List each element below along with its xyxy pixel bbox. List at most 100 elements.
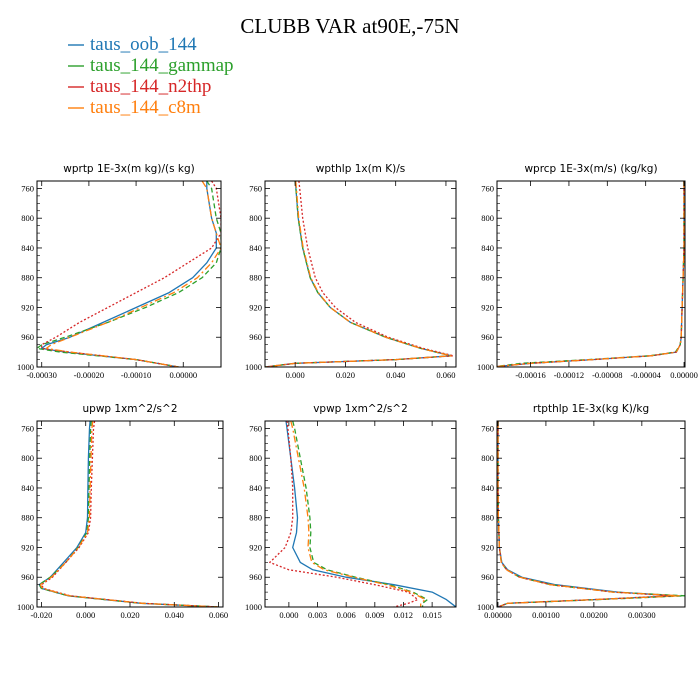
series-line bbox=[497, 421, 677, 607]
panel-title: wprtp 1E-3x(m kg)/(s kg) bbox=[63, 163, 194, 175]
x-tick-label: 0.040 bbox=[165, 610, 184, 620]
y-tick-label: 760 bbox=[21, 183, 34, 193]
y-tick-label: 800 bbox=[21, 213, 34, 223]
x-tick-label: 0.00000 bbox=[484, 610, 512, 620]
x-tick-label: -0.00030 bbox=[26, 370, 56, 380]
y-tick-label: 920 bbox=[481, 302, 494, 312]
legend: taus_oob_144taus_144_gammaptaus_144_n2th… bbox=[68, 34, 234, 118]
chart-panel: wprtp 1E-3x(m kg)/(s kg) 760 800 840 880 920 9… bbox=[17, 163, 222, 380]
legend-item: taus_144_gammap bbox=[68, 55, 234, 76]
y-tick-label: 960 bbox=[21, 572, 34, 582]
figure-title: CLUBB VAR at90E,-75N bbox=[240, 14, 459, 38]
x-tick-label: 0.020 bbox=[336, 370, 355, 380]
x-tick-label: 0.00100 bbox=[532, 610, 560, 620]
series-group bbox=[269, 421, 456, 607]
series-line bbox=[497, 421, 672, 607]
legend-label: taus_144_c8m bbox=[90, 97, 201, 118]
plot-frame bbox=[496, 180, 686, 368]
series-line bbox=[265, 181, 452, 367]
series-line bbox=[45, 181, 221, 367]
series-group bbox=[37, 181, 221, 367]
series-line bbox=[265, 181, 452, 367]
y-tick-label: 880 bbox=[249, 513, 262, 523]
series-line bbox=[265, 181, 455, 367]
y-tick-label: 880 bbox=[21, 273, 34, 283]
series-group bbox=[497, 181, 685, 367]
y-tick-label: 760 bbox=[249, 183, 262, 193]
y-tick-label: 880 bbox=[21, 513, 34, 523]
panel-title: rtpthlp 1E-3x(kg K)/kg bbox=[533, 403, 649, 415]
y-tick-label: 960 bbox=[21, 332, 34, 342]
series-line bbox=[269, 421, 419, 607]
series-line bbox=[285, 421, 456, 607]
plot-frame bbox=[264, 420, 457, 608]
series-line bbox=[292, 421, 429, 607]
y-tick-label: 760 bbox=[481, 423, 494, 433]
y-tick-label: 840 bbox=[21, 243, 34, 253]
y-tick-label: 760 bbox=[481, 183, 494, 193]
series-group bbox=[265, 181, 455, 367]
x-tick-label: 0.020 bbox=[120, 610, 139, 620]
x-tick-label: 0.000 bbox=[286, 370, 305, 380]
legend-item: taus_144_n2thp bbox=[68, 76, 211, 97]
chart-panel: wprcp 1E-3x(m/s) (kg/kg) 760 800 840 880 920 9… bbox=[477, 163, 698, 380]
series-line bbox=[37, 181, 221, 367]
y-tick-label: 960 bbox=[481, 332, 494, 342]
y-tick-label: 1000 bbox=[17, 602, 34, 612]
y-tick-label: 840 bbox=[21, 483, 34, 493]
x-tick-label: 0.003 bbox=[308, 610, 327, 620]
x-tick-label: 0.015 bbox=[423, 610, 442, 620]
y-tick-label: 1000 bbox=[245, 362, 262, 372]
chart-panel: upwp 1xm^2/s^2 760 800 840 880 920 960 1000-0.0… bbox=[17, 403, 228, 620]
x-tick-label: -0.020 bbox=[30, 610, 52, 620]
y-tick-label: 920 bbox=[21, 302, 34, 312]
x-tick-label: 0.012 bbox=[394, 610, 413, 620]
y-tick-label: 920 bbox=[481, 542, 494, 552]
x-tick-label: -0.00012 bbox=[554, 370, 584, 380]
x-tick-label: 0.00000 bbox=[169, 370, 197, 380]
y-tick-label: 920 bbox=[249, 542, 262, 552]
panels: wprtp 1E-3x(m kg)/(s kg) 760 800 840 880 920 9… bbox=[17, 163, 698, 620]
series-line bbox=[497, 421, 681, 607]
series-line bbox=[39, 421, 219, 607]
y-tick-label: 760 bbox=[249, 423, 262, 433]
y-tick-label: 840 bbox=[481, 243, 494, 253]
y-tick-label: 800 bbox=[481, 453, 494, 463]
chart-panel: vpwp 1xm^2/s^2 760 800 840 880 920 960 1000 0.00… bbox=[245, 403, 457, 620]
x-tick-label: 0.000 bbox=[279, 610, 298, 620]
y-tick-label: 1000 bbox=[17, 362, 34, 372]
x-tick-label: 0.009 bbox=[365, 610, 384, 620]
y-tick-label: 880 bbox=[481, 513, 494, 523]
y-tick-label: 760 bbox=[21, 423, 34, 433]
series-group bbox=[38, 421, 219, 607]
y-tick-label: 960 bbox=[249, 332, 262, 342]
series-line bbox=[41, 181, 217, 367]
chart-panel: rtpthlp 1E-3x(kg K)/kg 760 800 840 880 920 960… bbox=[477, 403, 686, 620]
series-line bbox=[497, 181, 685, 367]
y-tick-label: 800 bbox=[249, 453, 262, 463]
plot-frame bbox=[36, 180, 222, 368]
series-line bbox=[40, 421, 219, 607]
x-tick-label: 0.060 bbox=[436, 370, 455, 380]
panel-title: wprcp 1E-3x(m/s) (kg/kg) bbox=[524, 163, 657, 175]
series-line bbox=[38, 421, 219, 607]
x-tick-label: 0.006 bbox=[337, 610, 356, 620]
panel-title: wpthlp 1x(m K)/s bbox=[316, 163, 406, 175]
x-tick-label: -0.00020 bbox=[74, 370, 104, 380]
x-tick-label: -0.00008 bbox=[592, 370, 622, 380]
x-tick-label: -0.00010 bbox=[121, 370, 151, 380]
panel-title: upwp 1xm^2/s^2 bbox=[83, 403, 178, 415]
series-line bbox=[497, 181, 685, 367]
y-tick-label: 800 bbox=[249, 213, 262, 223]
x-tick-label: -0.00004 bbox=[630, 370, 661, 380]
series-line bbox=[290, 421, 427, 607]
panel-title: vpwp 1xm^2/s^2 bbox=[313, 403, 408, 415]
x-tick-label: 0.00200 bbox=[580, 610, 608, 620]
y-tick-label: 880 bbox=[481, 273, 494, 283]
plot-frame bbox=[496, 420, 686, 608]
y-tick-label: 1000 bbox=[477, 602, 494, 612]
x-tick-label: 0.00300 bbox=[628, 610, 656, 620]
y-tick-label: 840 bbox=[481, 483, 494, 493]
series-line bbox=[265, 181, 452, 367]
y-tick-label: 920 bbox=[249, 302, 262, 312]
